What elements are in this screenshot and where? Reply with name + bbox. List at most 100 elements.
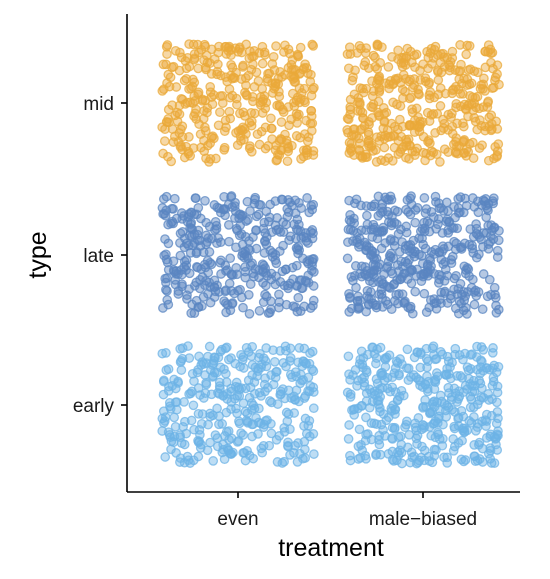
data-point-late: [270, 255, 281, 266]
data-point-early: [391, 356, 402, 367]
data-point-early: [272, 457, 283, 467]
data-point-mid: [199, 39, 210, 50]
data-point-late: [446, 258, 457, 269]
data-point-early: [385, 386, 396, 397]
data-point-late: [426, 261, 436, 272]
data-point-early: [454, 350, 465, 360]
data-point-early: [259, 379, 270, 390]
data-point-early: [177, 343, 188, 353]
data-point-late: [433, 219, 443, 230]
data-point-late: [455, 278, 466, 289]
data-point-mid: [430, 128, 440, 138]
data-point-mid: [342, 125, 353, 135]
data-point-late: [385, 252, 396, 263]
data-point-mid: [384, 83, 394, 94]
data-point-mid: [405, 120, 416, 131]
data-point-early: [465, 363, 476, 374]
data-point-mid: [489, 153, 499, 164]
data-point-early: [456, 406, 467, 416]
data-point-mid: [241, 80, 251, 91]
data-point-late: [453, 208, 464, 218]
data-point-late: [241, 251, 252, 261]
data-point-late: [308, 300, 318, 311]
data-point-late: [238, 302, 248, 313]
data-point-mid: [184, 39, 194, 49]
data-point-late: [301, 232, 312, 243]
data-point-mid: [282, 156, 293, 167]
data-point-early: [300, 453, 311, 463]
data-point-early: [198, 393, 209, 403]
data-point-late: [214, 203, 224, 214]
x-tick-label: male−biased: [369, 509, 477, 530]
data-point-early: [427, 343, 438, 354]
data-point-early: [446, 392, 457, 402]
data-point-mid: [252, 129, 263, 140]
data-point-mid: [306, 69, 316, 80]
data-point-late: [391, 289, 402, 300]
data-point-early: [357, 359, 368, 370]
data-point-mid: [407, 104, 417, 115]
data-point-early: [204, 341, 215, 352]
data-point-mid: [244, 53, 255, 64]
data-point-mid: [342, 113, 353, 124]
data-point-early: [241, 415, 252, 426]
data-point-early: [348, 370, 358, 381]
data-point-early: [248, 453, 259, 464]
data-point-early: [401, 419, 412, 430]
data-point-late: [274, 289, 284, 300]
data-point-mid: [260, 143, 271, 154]
data-point-late: [455, 242, 466, 253]
data-point-early: [265, 396, 275, 406]
data-point-late: [373, 191, 384, 202]
data-point-late: [374, 289, 385, 300]
data-point-early: [353, 441, 364, 452]
data-point-mid: [181, 63, 192, 74]
data-point-late: [366, 201, 377, 212]
data-point-early: [366, 388, 377, 398]
data-point-early: [371, 358, 381, 369]
data-point-early: [420, 379, 431, 390]
data-point-late: [251, 225, 261, 235]
data-point-mid: [435, 101, 446, 111]
data-point-early: [448, 445, 459, 456]
data-point-late: [396, 224, 406, 235]
data-point-early: [344, 420, 354, 430]
data-point-mid: [175, 47, 185, 58]
data-point-mid: [289, 77, 300, 87]
data-point-early: [223, 426, 234, 436]
data-point-late: [220, 286, 231, 297]
data-point-mid: [492, 60, 503, 71]
data-point-early: [419, 422, 429, 433]
data-point-late: [343, 237, 353, 248]
y-tick-label: mid: [83, 94, 114, 115]
data-point-mid: [233, 46, 243, 57]
data-point-early: [192, 367, 203, 378]
data-point-late: [483, 220, 494, 231]
y-axis-title: type: [24, 231, 52, 278]
data-point-early: [285, 343, 296, 354]
data-point-mid: [255, 92, 266, 102]
data-point-late: [291, 243, 302, 253]
data-point-early: [158, 389, 169, 400]
data-point-mid: [410, 62, 420, 73]
data-point-mid: [355, 150, 366, 161]
data-point-late: [443, 206, 453, 216]
data-point-mid: [224, 106, 235, 117]
data-point-late: [255, 200, 266, 210]
data-point-late: [169, 193, 180, 204]
data-point-mid: [349, 89, 360, 100]
data-point-mid: [447, 88, 457, 99]
data-point-late: [223, 220, 234, 230]
data-point-early: [371, 374, 382, 384]
data-point-early: [487, 380, 498, 391]
data-point-early: [213, 352, 224, 363]
data-point-late: [382, 261, 393, 272]
data-point-mid: [373, 96, 384, 107]
data-point-late: [210, 216, 221, 227]
data-point-late: [182, 294, 192, 304]
data-point-late: [284, 235, 294, 246]
data-point-early: [458, 456, 469, 467]
x-ticks: even male−biased: [217, 492, 477, 530]
data-point-early: [188, 455, 199, 466]
data-point-early: [309, 449, 319, 459]
